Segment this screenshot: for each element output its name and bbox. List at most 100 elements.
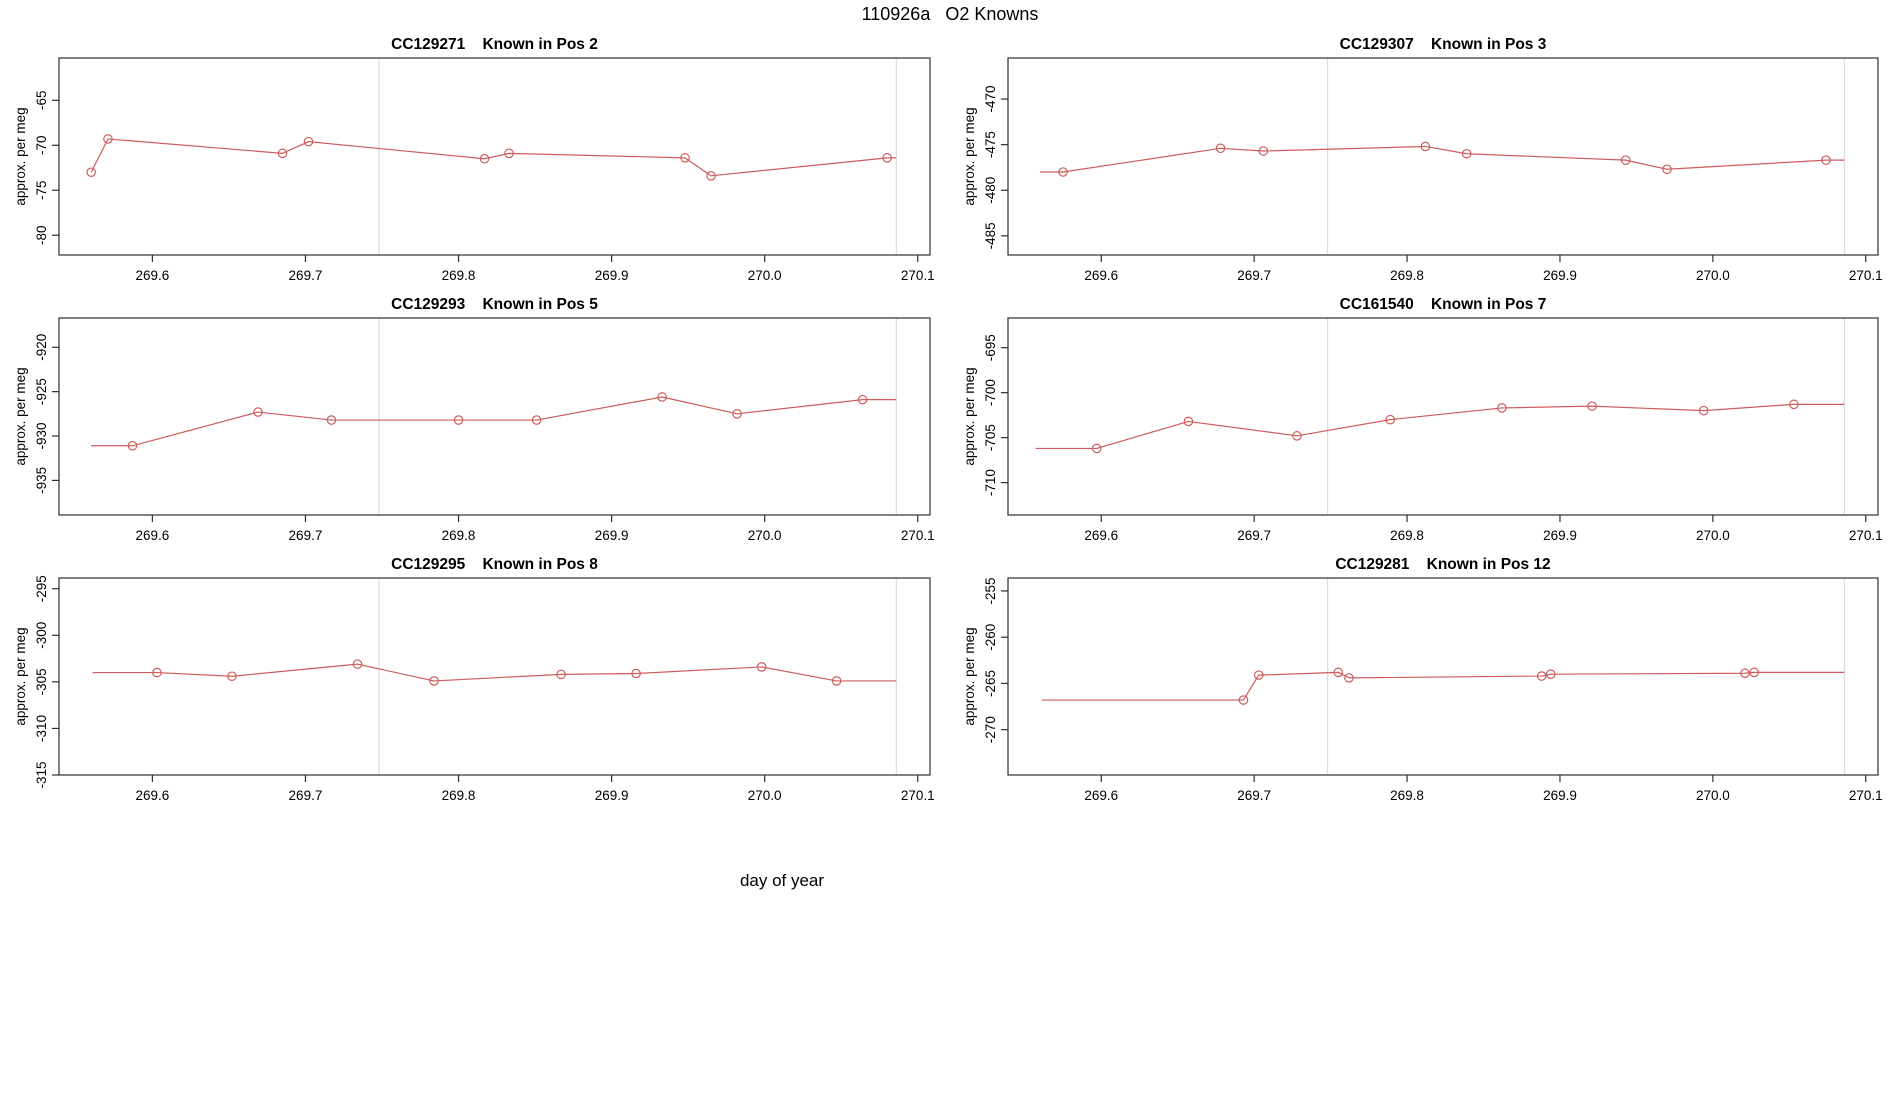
data-point	[531, 415, 542, 425]
data-point	[152, 667, 162, 678]
data-line	[91, 396, 897, 447]
x-tick-label: 269.9	[595, 788, 629, 803]
x-tick-label: 269.9	[595, 268, 629, 283]
data-point	[1238, 695, 1249, 705]
x-tick-label: 269.9	[1543, 788, 1577, 803]
data-point	[1789, 399, 1799, 410]
y-tick-label: -295	[34, 575, 49, 602]
data-point	[882, 153, 892, 163]
data-point	[857, 394, 868, 405]
data-point	[429, 676, 439, 686]
subplot-title: CC129307 Known in Pos 3	[1340, 36, 1547, 53]
subplot-ylabel: approx. per meg	[13, 367, 28, 465]
plot-box	[1007, 577, 1879, 776]
x-tick-label: 269.6	[135, 528, 169, 543]
figure-title: 110926a O2 Knowns	[861, 4, 1039, 24]
y-tick-label: -480	[983, 177, 998, 204]
data-point	[1740, 668, 1750, 679]
y-tick-label: -695	[983, 334, 998, 361]
subplot-CC129295: 269.6 269.7 269.8 269.9 270.0 270.1 -295 -300 -3…	[13, 556, 935, 803]
data-point	[732, 409, 742, 419]
data-line	[1035, 403, 1845, 450]
y-tick-label: -700	[983, 379, 998, 406]
data-point	[453, 415, 464, 425]
data-point	[1698, 405, 1709, 416]
data-point	[1461, 148, 1472, 159]
plot-box	[1007, 57, 1879, 256]
y-tick-label: -75	[34, 180, 49, 200]
data-point	[631, 668, 641, 679]
y-tick-label: -255	[983, 577, 998, 604]
y-tick-label: -315	[34, 761, 49, 788]
data-point	[1344, 673, 1354, 683]
subplot-CC161540: 269.6 269.7 269.8 269.9 270.0 270.1 -695 -700 -7…	[962, 296, 1883, 543]
subplot-ylabel: approx. per meg	[962, 107, 977, 205]
data-point	[86, 167, 96, 178]
subplot-CC129293: 269.6 269.7 269.8 269.9 270.0 270.1 -920 -925 -9…	[13, 296, 935, 543]
data-point	[1545, 669, 1556, 679]
y-tick-label: -300	[34, 622, 49, 649]
data-point	[1091, 443, 1102, 454]
y-tick-label: -260	[983, 624, 998, 651]
y-tick-label: -80	[34, 225, 49, 245]
x-tick-label: 269.9	[595, 528, 629, 543]
data-point	[1662, 164, 1672, 175]
y-tick-label: -935	[34, 467, 49, 494]
data-point	[1420, 141, 1431, 152]
plot-box	[58, 577, 931, 776]
data-point	[1385, 414, 1396, 425]
x-tick-label: 269.8	[1390, 788, 1424, 803]
x-tick-label: 269.8	[442, 268, 476, 283]
data-point	[352, 659, 363, 669]
data-point	[706, 171, 716, 181]
x-tick-label: 270.0	[1696, 268, 1730, 283]
data-point	[303, 136, 314, 147]
subplot-CC129307: 269.6 269.7 269.8 269.9 270.0 270.1 -470 -475 -4…	[962, 36, 1883, 283]
x-tick-label: 269.7	[289, 788, 323, 803]
data-point	[1749, 667, 1759, 678]
x-tick-label: 269.8	[1390, 268, 1424, 283]
y-tick-label: -305	[34, 668, 49, 695]
y-tick-label: -710	[983, 469, 998, 496]
x-tick-label: 269.8	[442, 528, 476, 543]
x-tick-label: 269.6	[1084, 268, 1118, 283]
x-tick-label: 270.1	[901, 528, 935, 543]
subplot-title: CC129281 Known in Pos 12	[1335, 556, 1550, 573]
data-point	[277, 148, 288, 159]
x-tick-label: 269.6	[1084, 788, 1118, 803]
data-point	[253, 407, 263, 417]
data-point	[504, 148, 514, 159]
x-tick-label: 269.8	[1390, 528, 1424, 543]
data-line	[90, 138, 897, 177]
data-point	[1497, 403, 1507, 413]
y-tick-label: -310	[34, 715, 49, 742]
data-line	[1040, 145, 1845, 173]
subplot-title: CC161540 Known in Pos 7	[1340, 296, 1547, 313]
x-tick-label: 269.8	[442, 788, 476, 803]
data-point	[1058, 167, 1068, 177]
x-tick-label: 270.0	[748, 788, 782, 803]
subplot-ylabel: approx. per meg	[13, 107, 28, 205]
data-point	[1333, 667, 1344, 678]
y-tick-label: -270	[983, 716, 998, 743]
x-tick-label: 270.1	[1849, 788, 1883, 803]
x-tick-label: 269.6	[1084, 528, 1118, 543]
x-tick-label: 269.7	[289, 528, 323, 543]
x-tick-label: 270.0	[1696, 788, 1730, 803]
x-axis-label: day of year	[739, 871, 825, 890]
x-tick-label: 270.0	[1696, 528, 1730, 543]
subplot-title: CC129293 Known in Pos 5	[391, 296, 598, 313]
data-point	[479, 153, 490, 164]
x-tick-label: 270.0	[748, 268, 782, 283]
x-tick-label: 269.7	[1237, 268, 1271, 283]
data-point	[1292, 431, 1302, 441]
data-point	[556, 669, 566, 680]
subplot-title: CC129271 Known in Pos 2	[391, 36, 598, 53]
x-tick-label: 270.1	[901, 268, 935, 283]
data-point	[103, 134, 113, 144]
plot-box	[1007, 317, 1879, 516]
data-line	[92, 663, 897, 682]
subplot-ylabel: approx. per meg	[962, 627, 977, 725]
y-tick-label: -920	[34, 334, 49, 361]
plot-box	[58, 317, 931, 516]
